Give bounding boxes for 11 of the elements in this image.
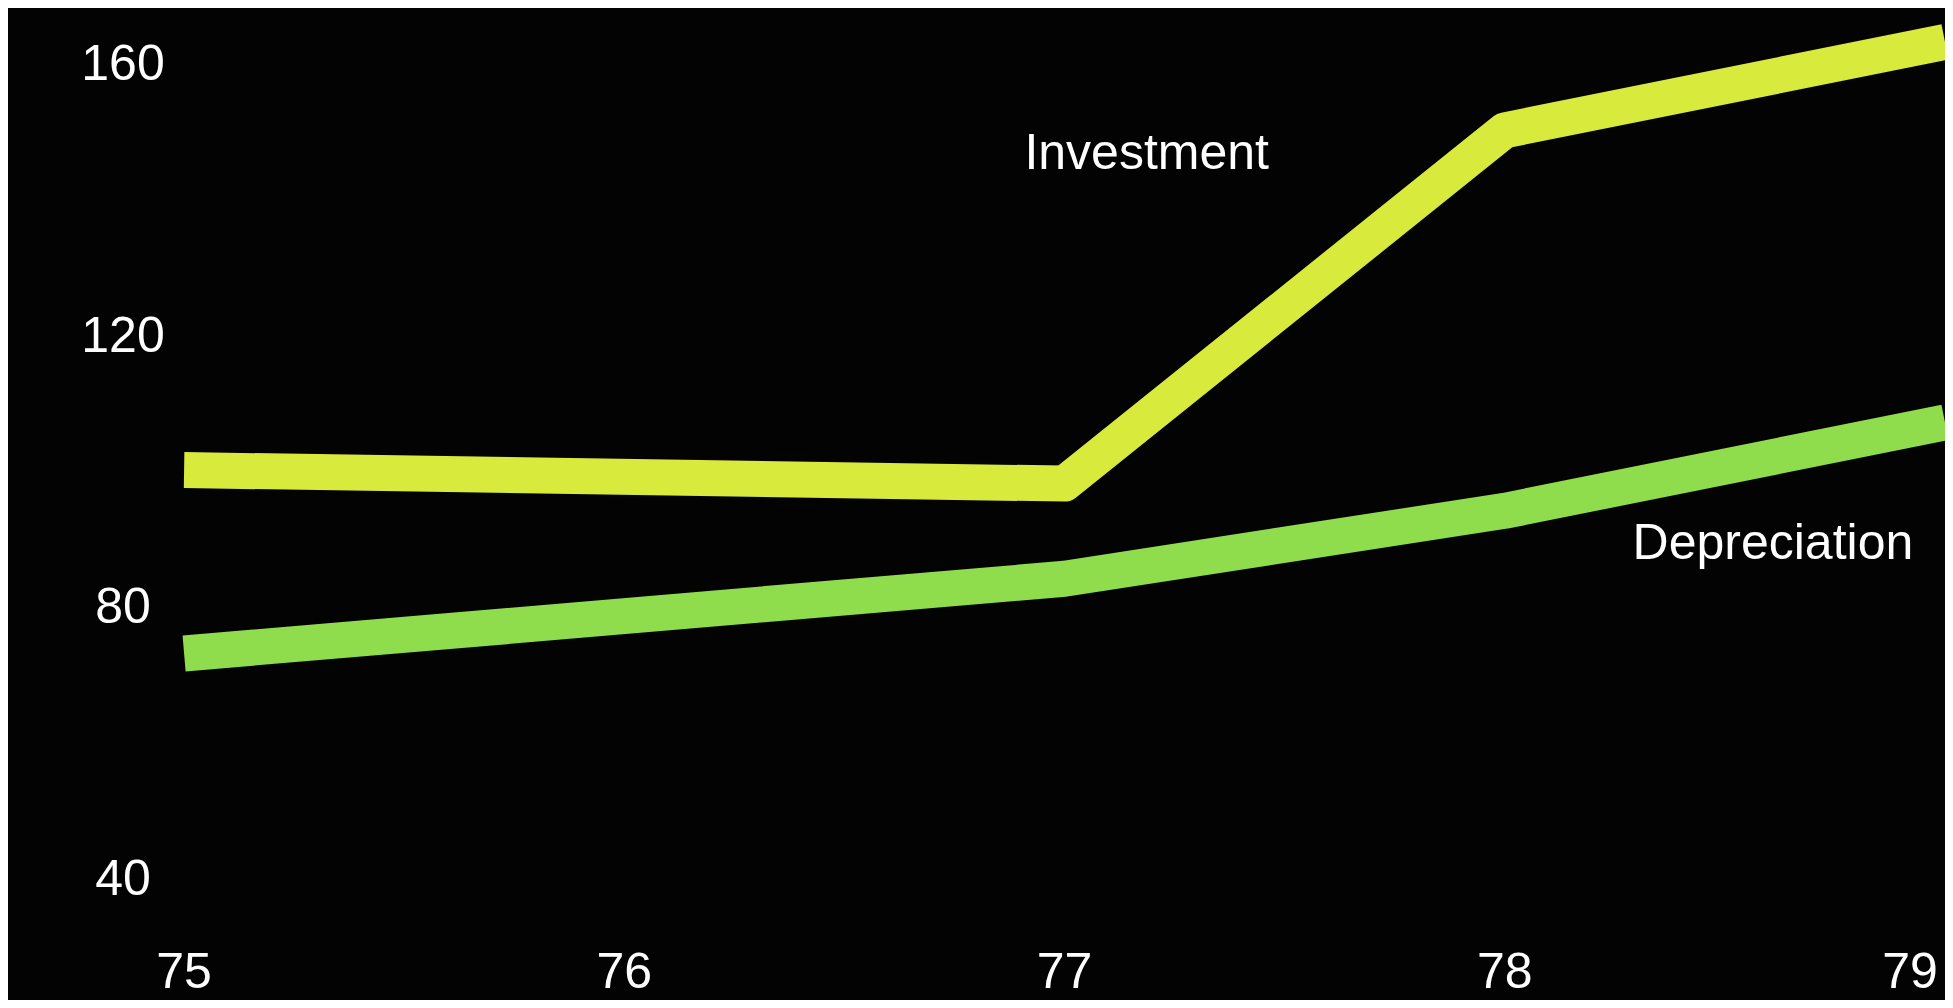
x-tick-label: 77 <box>1036 943 1093 999</box>
y-tick-label: 120 <box>81 306 165 363</box>
text: Investment <box>1024 124 1270 181</box>
x-tick-label: 75 <box>156 943 212 999</box>
y-tick-label: 80 <box>95 578 151 635</box>
y-tick-label: 160 <box>81 34 165 91</box>
y-tick-label: 40 <box>95 850 151 907</box>
x-tick-label: 79 <box>1882 943 1938 999</box>
x-tick-label: 76 <box>596 943 653 999</box>
series-label: Depreciation <box>1632 513 1914 570</box>
x-tick-label: 78 <box>1476 943 1533 999</box>
